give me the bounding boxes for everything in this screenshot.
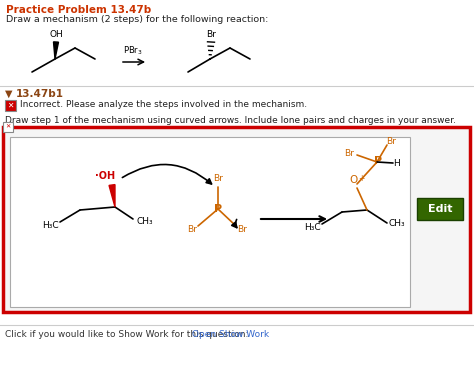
Text: +: + <box>358 174 364 183</box>
Text: Draw a mechanism (2 steps) for the following reaction:: Draw a mechanism (2 steps) for the follo… <box>6 15 268 24</box>
Text: Br: Br <box>386 138 396 146</box>
Text: Br: Br <box>237 225 247 233</box>
Polygon shape <box>54 42 58 59</box>
Text: Br: Br <box>187 225 197 233</box>
Text: ✕: ✕ <box>7 101 14 110</box>
Text: Edit: Edit <box>428 204 452 214</box>
Text: H₃C: H₃C <box>304 222 320 232</box>
Text: Click if you would like to Show Work for this question:: Click if you would like to Show Work for… <box>5 330 248 339</box>
Text: ✕: ✕ <box>5 124 10 130</box>
FancyBboxPatch shape <box>3 122 13 132</box>
Text: H₃C: H₃C <box>42 221 59 229</box>
Text: P: P <box>374 156 382 166</box>
Text: ▼: ▼ <box>5 89 12 99</box>
Text: CH₃: CH₃ <box>389 219 406 229</box>
Text: OH: OH <box>49 30 63 39</box>
FancyBboxPatch shape <box>3 127 470 312</box>
Text: PBr$_3$: PBr$_3$ <box>123 44 143 57</box>
Text: Draw step 1 of the mechanism using curved arrows. Include lone pairs and charges: Draw step 1 of the mechanism using curve… <box>5 116 456 125</box>
Text: P: P <box>214 204 222 214</box>
Text: Open Show Work: Open Show Work <box>192 330 269 339</box>
FancyArrowPatch shape <box>122 164 211 184</box>
Text: Incorrect. Please analyze the steps involved in the mechanism.: Incorrect. Please analyze the steps invo… <box>20 100 307 109</box>
Text: Br: Br <box>344 149 354 159</box>
Text: Practice Problem 13.47b: Practice Problem 13.47b <box>6 5 151 15</box>
FancyBboxPatch shape <box>5 100 16 111</box>
FancyArrowPatch shape <box>232 219 237 228</box>
Text: CH₃: CH₃ <box>137 217 154 225</box>
FancyBboxPatch shape <box>417 198 463 220</box>
Text: 13.47b1: 13.47b1 <box>16 89 64 99</box>
Text: Br: Br <box>213 174 223 183</box>
Polygon shape <box>109 185 115 207</box>
Text: O: O <box>350 175 358 185</box>
Text: ·OH: ·OH <box>95 171 115 181</box>
FancyBboxPatch shape <box>10 137 410 307</box>
Text: H: H <box>393 159 401 167</box>
Text: Br: Br <box>206 30 216 39</box>
